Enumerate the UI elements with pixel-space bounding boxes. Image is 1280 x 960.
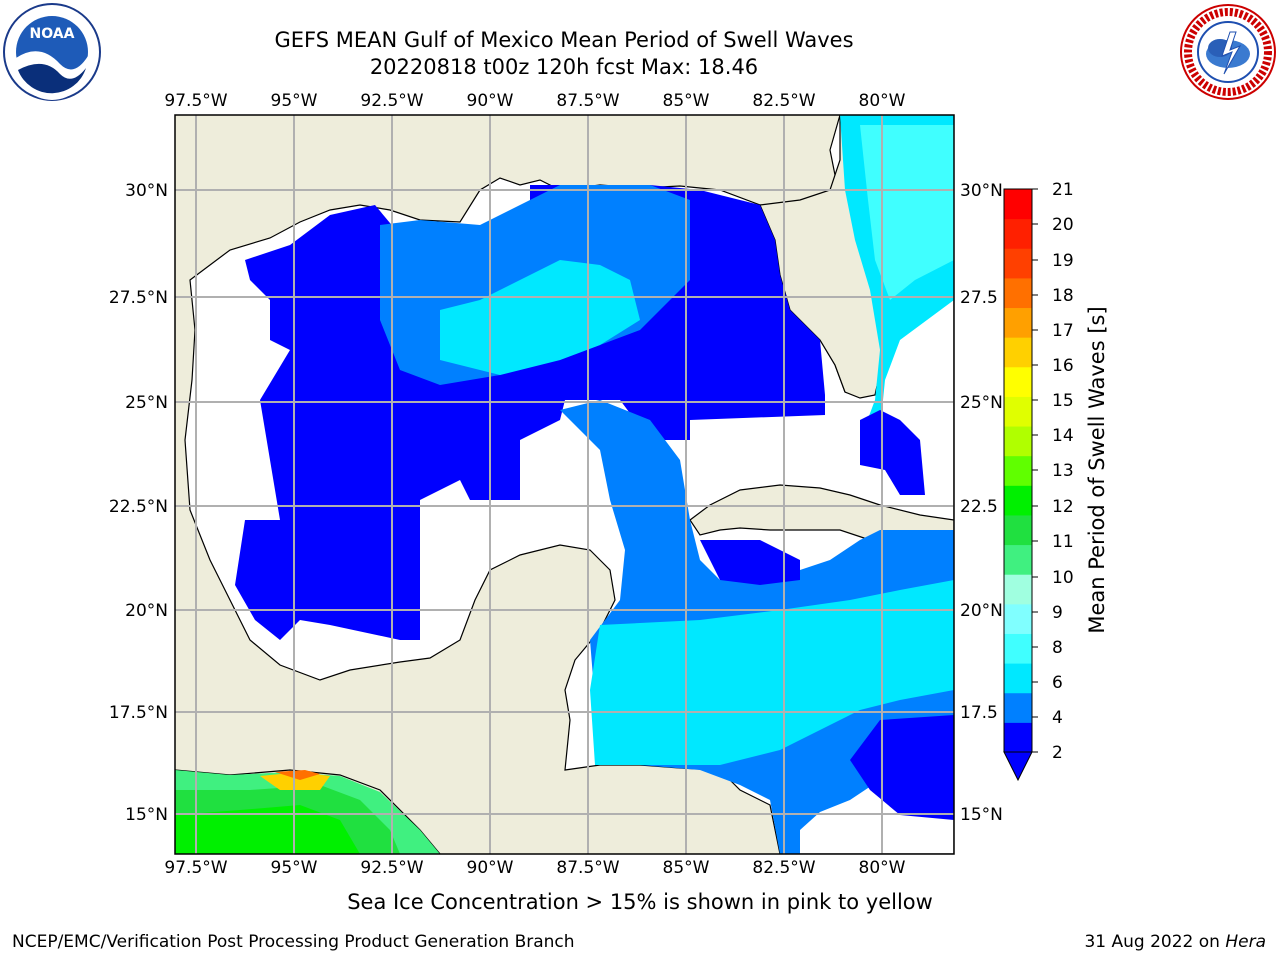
colorbar-tick-label: 12 [1052,497,1074,517]
colorbar-tick-label: 18 [1052,286,1074,306]
colorbar-tick-label: 17 [1052,321,1074,341]
lon-labels-bottom: 97.5°W 95°W 92.5°W 90°W 87.5°W 85°W 82.5°W 80°W [164,858,905,878]
colorbar-label: Mean Period of Swell Waves [s] [1085,306,1109,634]
colorbar-segment [1004,485,1032,516]
svg-text:NOAA: NOAA [30,26,75,42]
colorbar-tick-label: 10 [1052,568,1074,588]
lat-tick-label: 17.5 [960,703,998,723]
nws-logo [1180,4,1276,100]
swell-field-patch [700,540,800,585]
colorbar-segment [1004,396,1032,427]
lat-tick-label: 25°N [960,393,1003,413]
lat-tick-label: 15°N [960,805,1003,825]
footer-credit: NCEP/EMC/Verification Post Processing Pr… [12,932,575,952]
colorbar-extend-arrow [1003,751,1033,782]
colorbar-tick-label: 6 [1052,673,1063,693]
lat-tick-label: 25°N [125,393,168,413]
swell-field-patch [590,580,954,765]
pacific-field [175,770,440,854]
map-title: GEFS MEAN Gulf of Mexico Mean Period of … [274,28,854,52]
lon-tick-label: 82.5°W [752,91,815,111]
lat-tick-label: 20°N [960,601,1003,621]
lat-tick-label: 30°N [125,181,168,201]
colorbar-segment [1004,692,1032,723]
colorbar-segment [1004,248,1032,279]
colorbar-tick-labels: 2 4 6 8 9 10 11 12 13 14 15 16 17 18 19 20 21 [1032,180,1074,763]
map-frame [174,114,955,855]
colorbar-tick-label: 16 [1052,356,1074,376]
lon-labels-top: 97.5°W 95°W 92.5°W 90°W 87.5°W 85°W 82.5°W 80°W [164,91,905,111]
colorbar-segment [1004,189,1032,220]
lon-tick-label: 90°W [467,858,514,878]
lon-tick-label: 92.5°W [360,91,423,111]
colorbar-tick-label: 20 [1052,215,1074,235]
lat-tick-label: 27.5 [960,288,998,308]
lat-tick-label: 15°N [125,805,168,825]
lat-tick-label: 30°N [960,181,1003,201]
map-area [175,115,954,854]
colorbar-segment [1004,722,1032,753]
colorbar-segment [1004,307,1032,338]
colorbar-segment [1004,218,1032,249]
colorbar-segment [1004,574,1032,605]
lon-tick-label: 87.5°W [556,858,619,878]
lat-tick-label: 17.5°N [109,703,168,723]
lat-lon-grid [175,115,954,854]
lat-tick-label: 27.5°N [109,288,168,308]
colorbar-tick-label: 11 [1052,532,1074,552]
colorbar-segment [1004,663,1032,694]
colorbar-segment [1004,337,1032,368]
lat-labels-left: 30°N 27.5°N 25°N 22.5°N 20°N 17.5°N 15°N [109,181,168,825]
lon-tick-label: 85°W [663,858,710,878]
colorbar-tick-label: 19 [1052,251,1074,271]
colorbar-segment [1004,426,1032,457]
colorbar-tick-label: 15 [1052,391,1074,411]
lat-labels-right: 30°N 27.5 25°N 22.5 20°N 17.5 15°N [960,181,1003,825]
lat-tick-label: 22.5 [960,497,998,517]
colorbar-segment [1004,544,1032,575]
lon-tick-label: 97.5°W [164,858,227,878]
lon-tick-label: 82.5°W [752,858,815,878]
sea-ice-note: Sea Ice Concentration > 15% is shown in … [347,890,933,914]
lon-tick-label: 87.5°W [556,91,619,111]
lon-tick-label: 85°W [663,91,710,111]
colorbar-tick-label: 8 [1052,638,1063,658]
lon-tick-label: 80°W [859,91,906,111]
lat-tick-label: 22.5°N [109,497,168,517]
map-subtitle-forecast: 20220818 t00z 120h fcst Max: 18.46 [369,55,759,79]
colorbar-segment [1004,603,1032,634]
swell-period-field [235,115,954,854]
lon-tick-label: 95°W [271,91,318,111]
colorbar [1003,188,1033,782]
colorbar-segment [1004,455,1032,486]
colorbar-segment [1004,366,1032,397]
noaa-logo: NOAA [3,3,101,101]
swell-field-patch [860,125,954,300]
colorbar-tick-label: 9 [1052,603,1063,623]
lon-tick-label: 80°W [859,858,906,878]
swell-field-patch [850,715,954,820]
colorbar-tick-label: 4 [1052,708,1063,728]
colorbar-segment [1004,277,1032,309]
colorbar-tick-label: 13 [1052,461,1074,481]
footer-date: 31 Aug 2022 on Hera [1084,932,1266,952]
colorbar-tick-label: 21 [1052,180,1074,200]
lat-tick-label: 20°N [125,601,168,621]
colorbar-segment [1004,514,1032,546]
colorbar-segment [1004,633,1032,664]
lon-tick-label: 92.5°W [360,858,423,878]
lon-tick-label: 95°W [271,858,318,878]
colorbar-tick-label: 2 [1052,743,1063,763]
colorbar-tick-label: 14 [1052,426,1074,446]
lon-tick-label: 90°W [467,91,514,111]
swell-field-patch [860,410,925,495]
lon-tick-label: 97.5°W [164,91,227,111]
